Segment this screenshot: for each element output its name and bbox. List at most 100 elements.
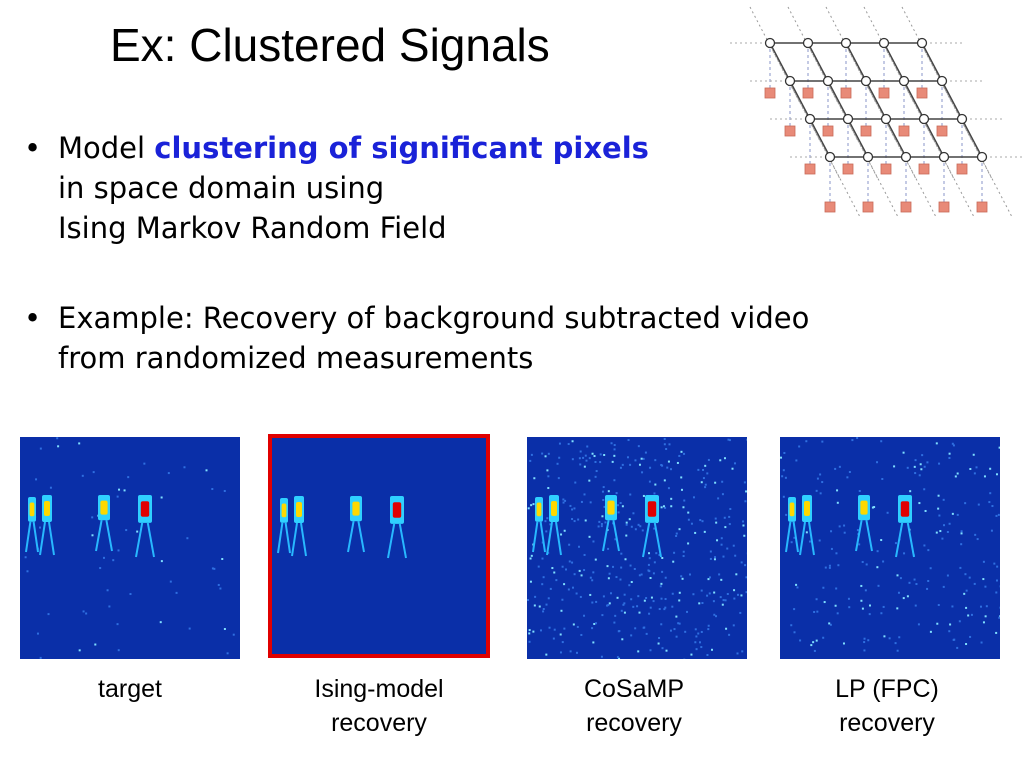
lattice-diagonal [863,6,915,104]
noise-speck [908,581,911,584]
noise-speck [616,656,619,659]
heatmap-background [527,437,747,659]
noise-speck [828,622,831,625]
noise-speck [528,632,531,635]
noise-speck [36,632,39,635]
noise-speck [618,657,621,659]
noise-speck [630,598,633,601]
noise-speck [709,550,712,553]
noise-speck [599,453,602,456]
noise-speck [586,445,589,448]
lattice-edge [807,42,829,82]
noise-speck [678,591,681,594]
walker-core [900,501,910,517]
noise-speck [965,643,968,646]
lattice-diagonal [825,6,877,104]
noise-speck [117,549,120,552]
noise-speck [724,599,727,602]
heatmap-ising [272,438,486,654]
noise-speck [614,538,617,541]
noise-speck [660,623,663,626]
noise-speck [116,495,119,498]
observation-square [842,163,854,175]
noise-speck [868,613,871,616]
noise-speck [553,628,556,631]
noise-speck [946,530,949,533]
noise-speck [637,650,640,653]
noise-speck [661,556,664,559]
lattice-diagonal [961,120,1013,218]
noise-speck [896,649,899,652]
noise-speck [979,605,982,608]
noise-speck [623,593,626,596]
noise-speck [547,597,550,600]
walker-leg [48,521,55,556]
noise-speck [619,466,622,469]
noise-speck [547,452,550,455]
noise-speck [643,626,646,629]
noise-speck [902,451,905,454]
noise-speck [541,557,544,560]
noise-speck [848,470,851,473]
noise-speck [670,468,673,471]
noise-speck [602,486,605,489]
noise-speck [702,468,705,471]
noise-speck [647,569,650,572]
noise-speck [796,586,799,589]
noise-speck [630,634,633,637]
noise-speck [906,466,909,469]
walker-core [281,503,287,518]
noise-speck [717,497,720,500]
noise-speck [863,637,866,640]
observation-square [938,201,950,213]
noise-speck [697,468,700,471]
noise-speck [85,612,88,615]
noise-speck [694,628,697,631]
noise-speck [896,574,899,577]
noise-speck [664,506,667,509]
caption-line-2: recovery [331,709,427,737]
noise-speck [602,498,605,501]
noise-speck [795,459,798,462]
noise-speck [701,602,704,605]
lattice-edge [847,118,869,158]
noise-speck [686,610,689,613]
noise-speck [913,465,916,468]
noise-speck [989,492,992,495]
target-image [20,437,240,659]
noise-speck [903,552,906,555]
noise-speck [728,633,731,636]
noise-speck [613,454,616,457]
noise-speck [951,605,954,608]
noise-speck [645,597,648,600]
noise-speck [116,623,119,626]
noise-speck [588,479,591,482]
lattice-diagonal [809,120,861,218]
walker-leg [808,521,815,556]
noise-speck [559,633,562,636]
noise-speck [577,518,580,521]
noise-speck [538,605,541,608]
noise-speck [619,501,622,504]
lattice-node [916,37,928,49]
noise-speck [697,632,700,635]
noise-speck [688,573,691,576]
noise-speck [707,578,710,581]
observation-square [862,201,874,213]
noise-speck [580,633,583,636]
noise-speck [649,466,652,469]
caption-line-1: LP (FPC) [835,675,939,703]
noise-speck [974,533,977,536]
noise-speck [683,452,686,455]
noise-speck [632,512,635,515]
noise-speck [606,565,609,568]
walker-leg [39,521,46,556]
noise-speck [49,486,52,489]
noise-speck [973,582,976,585]
noise-speck [592,540,595,543]
noise-speck [948,452,951,455]
noise-speck [921,454,924,457]
walker-leg [135,522,144,558]
noise-speck [707,628,710,631]
noise-speck [951,512,954,515]
